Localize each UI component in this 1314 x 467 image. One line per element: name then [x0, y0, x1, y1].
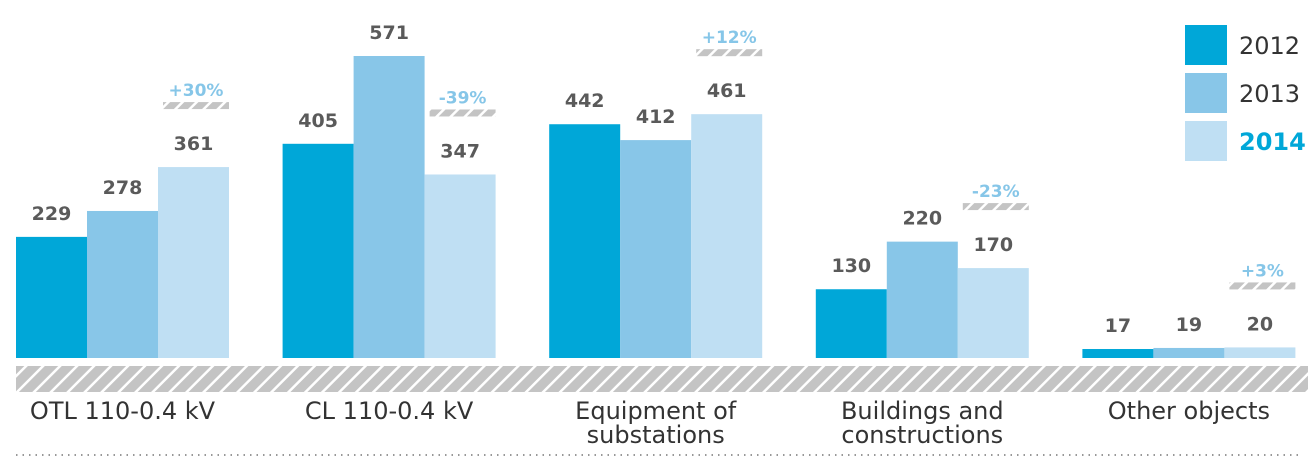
bar-2014-1 — [424, 174, 496, 358]
change-label: -39% — [439, 88, 487, 108]
legend-swatch-2014 — [1185, 121, 1227, 161]
legend-swatch-2012 — [1185, 25, 1227, 65]
value-label: 347 — [440, 140, 480, 162]
value-label: 361 — [174, 133, 214, 155]
bar-2014-3 — [957, 268, 1029, 358]
value-label: 278 — [103, 177, 143, 199]
value-label: 19 — [1176, 314, 1202, 336]
change-label: +3% — [1241, 261, 1284, 281]
bar-2012-2 — [549, 124, 621, 359]
value-label: 229 — [32, 203, 72, 225]
change-label: -23% — [972, 182, 1020, 202]
category-label: OTL 110-0.4 kV — [30, 397, 216, 425]
value-label: 405 — [298, 110, 338, 132]
bar-2013-2 — [620, 140, 692, 358]
legend-label-2012: 2012 — [1239, 32, 1300, 60]
bar-2014-4 — [1224, 347, 1296, 358]
category-label: substations — [587, 421, 725, 449]
value-label: 170 — [973, 234, 1013, 256]
bar-2013-1 — [353, 56, 425, 358]
value-label: 571 — [369, 22, 409, 44]
change-label: +12% — [702, 28, 757, 48]
value-label: 412 — [636, 106, 676, 128]
bar-2013-0 — [87, 210, 158, 358]
bar-2012-0 — [16, 236, 87, 358]
baseline-hatched-band — [16, 366, 1308, 392]
legend-label-2014: 2014 — [1239, 128, 1306, 156]
category-label: constructions — [841, 421, 1003, 449]
change-label: +30% — [169, 81, 224, 101]
value-label: 442 — [565, 90, 605, 112]
legend-label-2013: 2013 — [1239, 80, 1300, 108]
value-label: 17 — [1105, 315, 1131, 337]
bar-2013-3 — [886, 241, 958, 358]
legend-swatch-2013 — [1185, 73, 1227, 113]
bar-2014-0 — [158, 167, 229, 358]
value-label: 130 — [831, 255, 871, 277]
category-label: CL 110-0.4 kV — [305, 397, 474, 425]
category-label: Buildings and — [841, 397, 1004, 425]
value-label: 20 — [1247, 313, 1273, 335]
bar-2012-3 — [815, 289, 887, 358]
value-label: 220 — [902, 208, 942, 230]
change-tag-hatch — [163, 102, 229, 110]
bar-2013-4 — [1153, 347, 1225, 358]
bar-2012-4 — [1082, 349, 1154, 358]
category-label: Equipment of — [575, 397, 737, 425]
change-tag-hatch — [962, 203, 1029, 211]
value-label: 461 — [707, 80, 747, 102]
change-tag-hatch — [429, 109, 496, 117]
bar-2014-2 — [691, 114, 763, 358]
change-tag-hatch — [1229, 282, 1296, 290]
change-tag-hatch — [696, 49, 763, 57]
category-label: Other objects — [1108, 397, 1270, 425]
bar-2012-1 — [282, 143, 354, 358]
